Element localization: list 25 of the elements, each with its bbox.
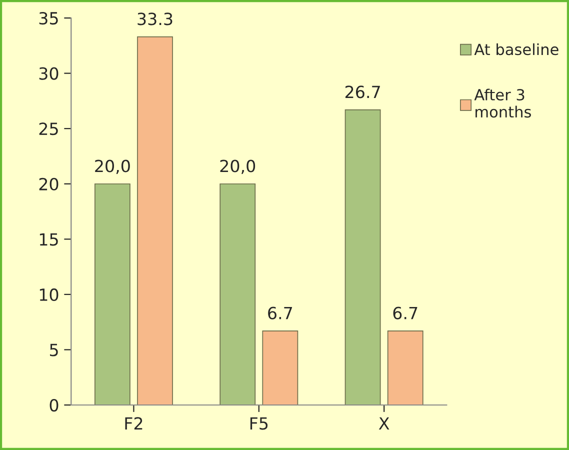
data-label: 20,0: [95, 160, 130, 174]
y-tick-label: 20: [39, 178, 58, 190]
data-label: 6.7: [268, 306, 292, 320]
bar: [387, 330, 424, 405]
data-label: 26.7: [345, 86, 380, 98]
legend-label: At baseline: [474, 43, 558, 56]
bar: [262, 330, 298, 405]
y-tick-label: 10: [40, 288, 58, 301]
bar: [94, 183, 130, 405]
data-label: 33.3: [138, 12, 172, 26]
y-tick-label: 5: [50, 344, 58, 356]
data-label: 20,0: [220, 160, 256, 174]
x-tick-label: X: [378, 417, 390, 430]
bar: [344, 109, 381, 405]
x-tick-label: F2: [125, 417, 142, 430]
y-tick-label: 30: [39, 67, 58, 80]
legend-label: After 3 months: [474, 88, 531, 118]
y-tick-label: 0: [50, 398, 58, 412]
y-tick-label: 25: [39, 122, 58, 136]
bar: [137, 36, 173, 405]
x-tick-label: F5: [250, 417, 268, 430]
y-tick-label: 35: [39, 12, 58, 25]
bar: [220, 183, 256, 405]
data-label: 6.7: [393, 306, 418, 320]
y-tick-label: 15: [40, 233, 58, 246]
